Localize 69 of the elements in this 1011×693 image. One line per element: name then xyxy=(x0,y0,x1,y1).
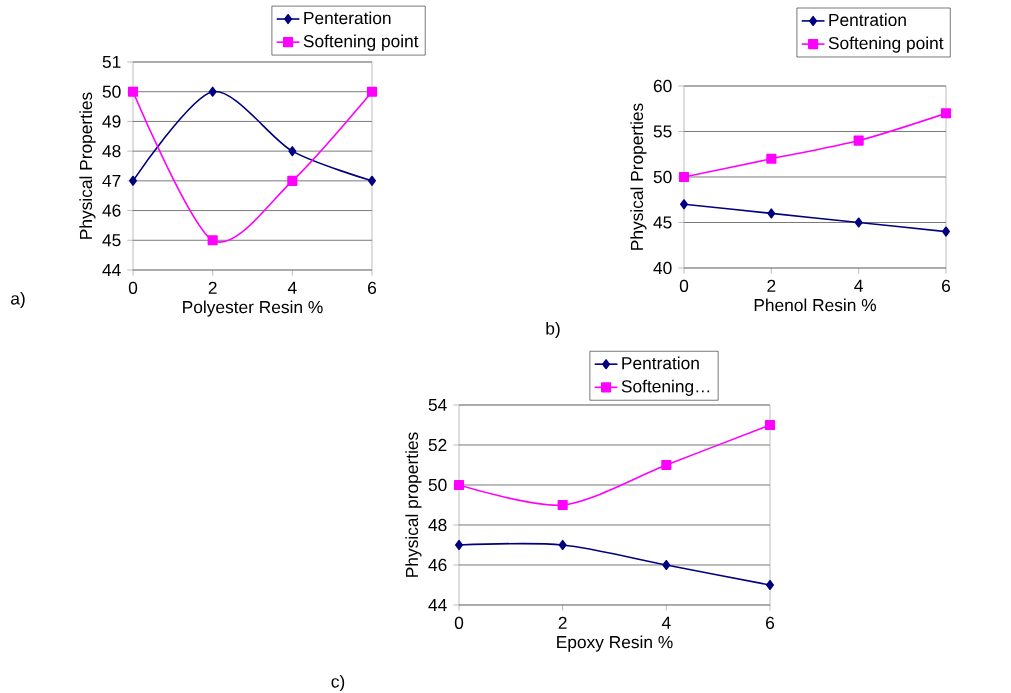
y-tick-label: 50 xyxy=(102,85,121,98)
x-axis-title: Epoxy Resin % xyxy=(557,635,673,652)
y-tick-label: 54 xyxy=(428,398,447,412)
legend-label: Pentration xyxy=(622,356,699,370)
point xyxy=(368,175,376,186)
point xyxy=(207,235,218,246)
point xyxy=(453,479,465,491)
y-axis-title: Physical Properties xyxy=(79,92,96,239)
x-axis-title: Polyester Resin % xyxy=(183,300,323,317)
point xyxy=(766,153,777,164)
x-tick-label: 0 xyxy=(128,281,138,294)
y-tick-label: 44 xyxy=(428,599,447,611)
point xyxy=(942,226,950,237)
point xyxy=(854,217,863,228)
y-tick-label: 47 xyxy=(102,174,121,187)
y-tick-label: 50 xyxy=(653,170,672,184)
point xyxy=(853,135,864,146)
x-tick-label: 2 xyxy=(558,616,567,629)
text: a) xyxy=(11,291,25,309)
x-tick-label: 4 xyxy=(661,616,671,629)
x-tick-label: 6 xyxy=(368,281,377,294)
text: c) xyxy=(331,674,345,692)
point xyxy=(662,559,671,571)
x-tick-label: 4 xyxy=(287,281,297,294)
y-tick-label: 48 xyxy=(102,145,121,158)
x-tick-label: 2 xyxy=(767,279,776,292)
point xyxy=(661,459,672,471)
x-tick-label: 6 xyxy=(766,616,775,629)
legend-label: Softening point xyxy=(828,36,944,53)
y-tick-label: 40 xyxy=(653,261,672,275)
y-tick-label: 50 xyxy=(428,478,447,492)
point xyxy=(940,108,952,119)
point xyxy=(288,146,297,157)
y-tick-label: 44 xyxy=(102,264,121,276)
y-tick-label: 45 xyxy=(653,216,672,229)
y-tick-label: 51 xyxy=(102,55,121,69)
point xyxy=(767,208,776,219)
y-tick-label: 52 xyxy=(428,438,447,452)
y-tick-label: 46 xyxy=(428,558,447,572)
legend-label: Softening point xyxy=(303,34,419,51)
y-tick-label: 49 xyxy=(102,115,121,128)
point xyxy=(127,86,139,97)
y-tick-label: 45 xyxy=(102,234,121,247)
legend-label: Softening… xyxy=(621,379,710,396)
y-tick-label: 60 xyxy=(653,79,672,93)
legend-label: Pentration xyxy=(829,13,906,27)
point xyxy=(455,539,464,551)
y-axis-title: Physical properties xyxy=(405,432,422,577)
y-axis-title: Physical Properties xyxy=(630,103,647,250)
point xyxy=(287,175,298,186)
y-tick-label: 48 xyxy=(428,518,447,532)
x-tick-label: 2 xyxy=(208,281,217,294)
x-tick-label: 4 xyxy=(854,279,863,292)
point xyxy=(557,499,568,511)
point xyxy=(680,199,688,210)
x-axis-title: Phenol Resin % xyxy=(754,298,877,312)
point xyxy=(129,175,138,186)
point xyxy=(208,86,217,97)
y-tick-label: 46 xyxy=(102,204,121,217)
point xyxy=(678,171,690,183)
x-tick-label: 0 xyxy=(679,279,689,292)
text: b) xyxy=(546,321,560,339)
x-tick-label: 0 xyxy=(454,616,464,629)
y-tick-label: 55 xyxy=(653,125,672,138)
legend-label: Penteration xyxy=(304,11,391,25)
point xyxy=(558,539,567,551)
point xyxy=(366,86,378,97)
point xyxy=(764,419,776,431)
x-tick-label: 6 xyxy=(942,279,951,292)
